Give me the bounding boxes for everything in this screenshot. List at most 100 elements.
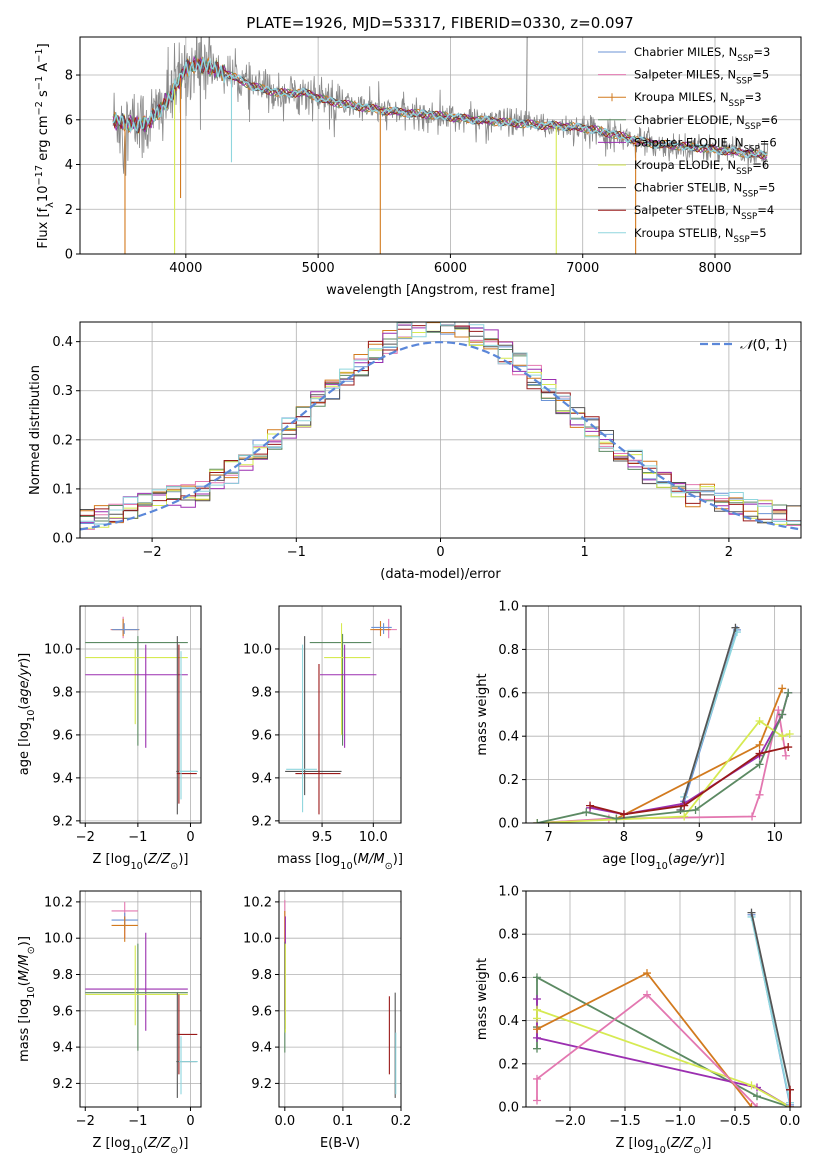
y-tick-label: 9.8 [52, 968, 73, 983]
histogram-step-line [80, 322, 801, 524]
y-axis-label: age [log10(age/yr)] [17, 653, 37, 776]
data-point [785, 730, 794, 739]
label-part: SSP [737, 54, 753, 64]
y-tick-label: 1.0 [498, 885, 519, 900]
label-part: −17 [34, 165, 45, 186]
label-part: Z [log [616, 1136, 654, 1151]
label-part: M/M [17, 954, 32, 981]
y-axis-label: mass weight [475, 958, 490, 1040]
data-point [533, 1096, 541, 1105]
series-line [750, 916, 791, 1103]
label-part: SSP [744, 144, 760, 154]
legend-label: Salpeter ELODIE, NSSP=6 [634, 135, 777, 154]
panel-spectrum: 4000 5000 6000 7000 8000 0 2 4 6 8 wavelength [Ang… [34, 36, 802, 298]
histogram-step-line [80, 322, 801, 523]
label-part: SSP [736, 167, 752, 177]
label-part: mass [log [277, 852, 340, 867]
data-point [755, 790, 764, 799]
x-tick-label: −1 [128, 1114, 147, 1129]
y-tick-label: 9.8 [251, 968, 272, 983]
x-tick-label: 9 [695, 830, 703, 845]
data-point [778, 732, 787, 741]
y-tick-label: 1.0 [498, 600, 519, 615]
label-part: Chabrier ELODIE, N [634, 113, 745, 127]
label-part: ⊙ [693, 1145, 701, 1156]
data-point [643, 969, 651, 978]
y-axis-label: mass weight [475, 673, 490, 755]
legend-label: Salpeter STELIB, NSSP=4 [634, 203, 774, 222]
label-part: ( [143, 1136, 148, 1151]
x-tick-label: 7 [544, 830, 552, 845]
x-tick-label: 10.0 [359, 830, 388, 845]
label-part: −1 [34, 76, 45, 90]
series-line [537, 710, 787, 823]
label-part: 10 [36, 186, 51, 203]
x-axis-label: Z [log10(Z/Z⊙)] [616, 1136, 712, 1156]
label-part: )] [393, 852, 403, 867]
y-tick-label: 9.8 [52, 685, 73, 700]
x-tick-label: 0.2 [391, 1114, 412, 1129]
y-tick-label: 9.6 [251, 728, 272, 743]
x-tick-label: −1 [287, 545, 306, 560]
data-point [753, 1092, 761, 1101]
histogram-step-line [80, 322, 801, 523]
data-point [747, 1081, 756, 1090]
series-line [750, 912, 791, 1090]
plot-area [112, 37, 769, 254]
label-part: =3 [745, 90, 762, 104]
panel-weight_vs_Z: −2.0 −1.5 −1.0 −0.5 0.0 0.0 0.2 0.4 0.6 0.8 1.0 Z [… [475, 885, 802, 1156]
label-part: A [36, 63, 51, 76]
x-tick-label: −2 [76, 830, 95, 845]
label-part: Kroupa STELIB, N [634, 226, 734, 240]
label-part: age [log [602, 852, 655, 867]
data-point [781, 751, 790, 760]
label-part: Kroupa MILES, N [634, 90, 729, 104]
y-axis-label: Flux [fλ10−17 erg cm−2 s−1 A−1] [34, 43, 56, 248]
data-point [731, 623, 740, 632]
panel-mass_vs_ebv: 0.0 0.1 0.2 9.2 9.4 9.6 9.8 10.0 10.2 E(B-V) [243, 890, 412, 1151]
data-point [774, 706, 783, 715]
label-part: age/yr [17, 661, 32, 704]
label-part: Z [log [93, 852, 131, 867]
label-part: age [log [17, 722, 32, 775]
data-point [533, 995, 541, 1003]
label-part: ⊙ [385, 861, 393, 872]
plot-area [284, 900, 397, 1098]
label-part: Salpeter ELODIE, N [634, 135, 744, 149]
label-part: )] [178, 1136, 188, 1151]
y-tick-label: 2 [65, 203, 73, 218]
axes-frame [79, 321, 802, 539]
y-tick-label: 9.2 [52, 1077, 73, 1092]
data-point [533, 1014, 541, 1023]
data-point [755, 749, 764, 758]
x-tick-label: −0.5 [719, 1114, 751, 1129]
data-point [533, 1005, 541, 1014]
label-part: λ [45, 202, 56, 208]
label-part: SSP [736, 77, 752, 87]
data-point [533, 1074, 541, 1083]
data-point [755, 760, 764, 769]
series-line [536, 999, 791, 1107]
label-part: erg cm [36, 115, 51, 164]
y-tick-label: 10.0 [243, 642, 272, 657]
data-point [533, 1033, 541, 1042]
x-tick-label: −1.0 [664, 1114, 696, 1129]
y-tick-label: 0.3 [52, 384, 73, 399]
label-part: =5 [758, 181, 775, 195]
label-part: 10 [130, 861, 142, 872]
plot-area [85, 901, 198, 1098]
data-point [778, 710, 787, 719]
data-point [680, 801, 689, 810]
y-tick-label: 9.8 [251, 685, 272, 700]
label-part: 10 [26, 710, 37, 722]
spectrum-model-line [112, 59, 768, 159]
label-part: =6 [752, 158, 769, 172]
panel-age_vs_mass: 9.5 10.0 9.2 9.4 9.6 9.8 10.0 mass [log10(M/M⊙)… [243, 605, 403, 872]
spectrum-model-line [112, 57, 768, 159]
data-point [612, 814, 621, 823]
label-part: Z [log [93, 1136, 131, 1151]
label-part: ( [353, 852, 358, 867]
panel-age_vs_Z: −2 −1 09.29.49.69.810.0Z [log10(Z/Z⊙)]age … [17, 605, 202, 872]
y-tick-label: 0.2 [52, 433, 73, 448]
label-part: Kroupa ELODIE, N [634, 158, 736, 172]
